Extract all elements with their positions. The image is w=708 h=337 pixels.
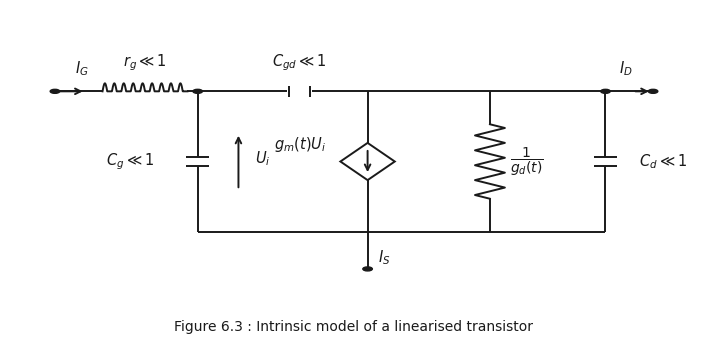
Text: $I_S$: $I_S$: [378, 248, 390, 267]
Text: $r_g \ll 1$: $r_g \ll 1$: [123, 52, 167, 73]
Text: $C_d \ll 1$: $C_d \ll 1$: [639, 152, 687, 171]
Circle shape: [362, 267, 372, 271]
Text: $I_D$: $I_D$: [619, 59, 633, 78]
Text: Figure 6.3 : Intrinsic model of a linearised transistor: Figure 6.3 : Intrinsic model of a linear…: [174, 319, 534, 334]
Circle shape: [600, 89, 610, 93]
Text: $g_m(t)U_i$: $g_m(t)U_i$: [275, 135, 327, 154]
Circle shape: [50, 89, 59, 93]
Text: $I_G$: $I_G$: [75, 59, 89, 78]
Circle shape: [193, 89, 202, 93]
Text: $\dfrac{1}{g_{d}(t)}$: $\dfrac{1}{g_{d}(t)}$: [510, 145, 544, 178]
Text: $C_g \ll 1$: $C_g \ll 1$: [105, 151, 154, 172]
Text: $U_i$: $U_i$: [256, 149, 271, 168]
Circle shape: [649, 89, 658, 93]
Text: $C_{gd} \ll 1$: $C_{gd} \ll 1$: [273, 52, 327, 73]
